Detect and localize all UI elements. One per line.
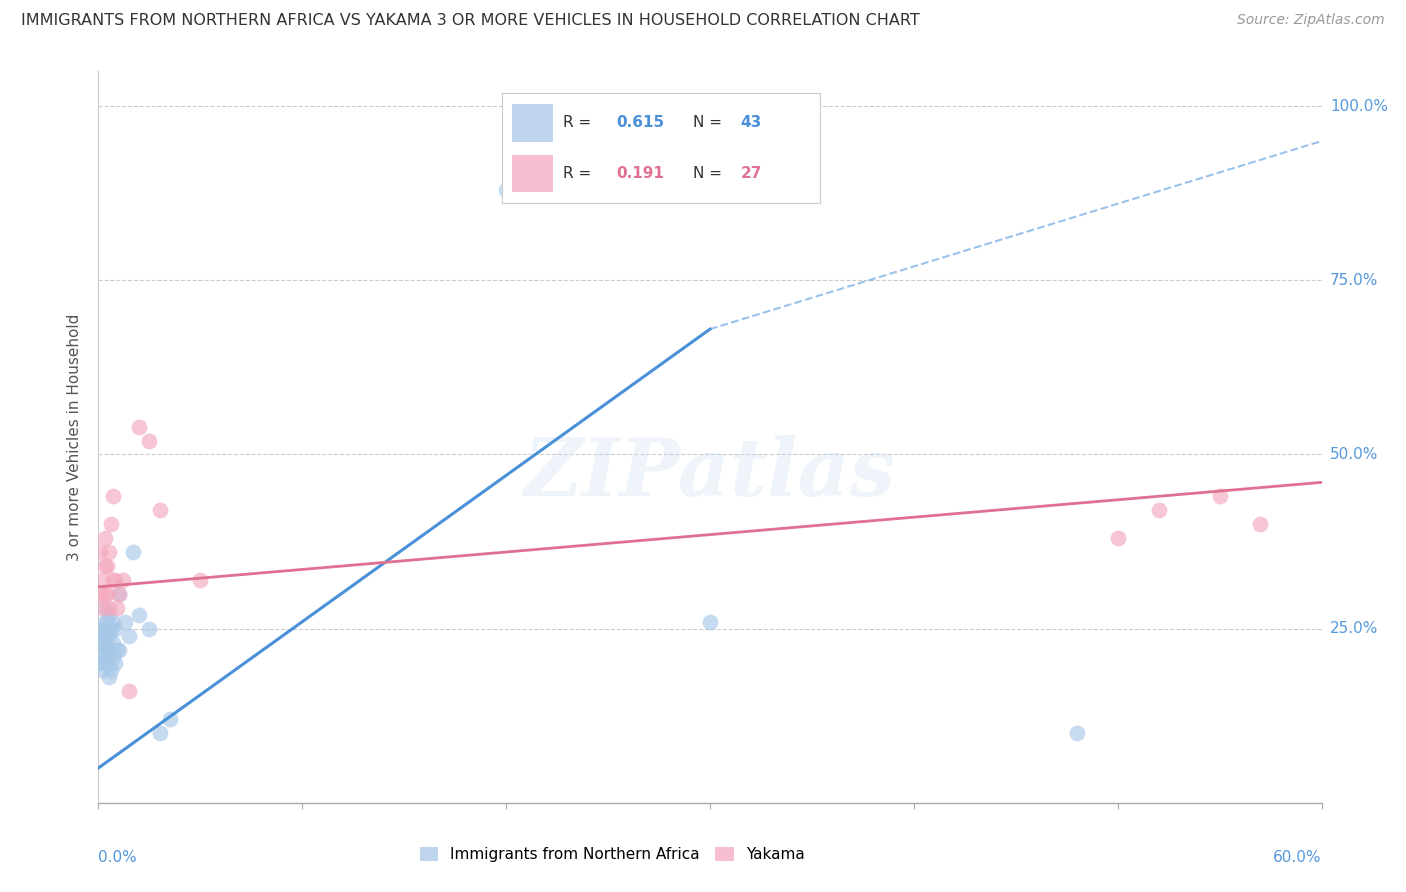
Point: [91, 622, 114, 636]
Point: [91, 573, 114, 587]
Text: 50.0%: 50.0%: [1330, 447, 1378, 462]
Point: [96, 629, 118, 643]
Text: 25.0%: 25.0%: [1330, 621, 1378, 636]
Point: [100, 664, 122, 678]
Text: 60.0%: 60.0%: [1274, 850, 1322, 865]
Text: Source: ZipAtlas.com: Source: ZipAtlas.com: [1237, 13, 1385, 28]
Point: [93, 615, 115, 629]
Point: [97, 600, 120, 615]
Text: 100.0%: 100.0%: [1330, 99, 1388, 113]
Point: [93, 587, 115, 601]
Point: [91, 649, 114, 664]
Point: [105, 642, 128, 657]
Point: [101, 649, 124, 664]
Point: [96, 615, 118, 629]
Point: [96, 642, 118, 657]
Text: 75.0%: 75.0%: [1330, 273, 1378, 288]
Point: [1209, 489, 1232, 503]
Point: [699, 615, 721, 629]
Point: [96, 587, 118, 601]
Point: [97, 670, 120, 684]
Point: [104, 657, 127, 671]
Point: [100, 642, 122, 657]
Text: ZIPatlas: ZIPatlas: [524, 435, 896, 512]
Point: [1066, 726, 1088, 740]
Point: [97, 607, 120, 622]
Point: [100, 517, 122, 532]
Point: [97, 657, 120, 671]
Point: [100, 622, 122, 636]
Point: [101, 635, 124, 649]
Point: [93, 600, 115, 615]
Point: [93, 531, 115, 545]
Point: [97, 622, 120, 636]
Point: [108, 642, 131, 657]
Point: [1147, 503, 1170, 517]
Point: [149, 726, 172, 740]
Point: [91, 664, 114, 678]
Point: [89, 635, 111, 649]
Point: [93, 642, 115, 657]
Point: [159, 712, 181, 726]
Point: [108, 587, 131, 601]
Point: [96, 657, 118, 671]
Point: [122, 545, 145, 559]
Point: [96, 558, 118, 573]
Point: [89, 587, 111, 601]
Point: [93, 558, 115, 573]
Point: [1249, 517, 1271, 532]
Point: [104, 573, 127, 587]
Point: [495, 183, 517, 197]
Point: [138, 434, 160, 448]
Point: [91, 635, 114, 649]
Point: [91, 600, 114, 615]
Point: [128, 607, 150, 622]
Point: [101, 615, 124, 629]
Point: [118, 629, 141, 643]
Point: [89, 545, 111, 559]
Point: [188, 573, 212, 587]
Point: [104, 622, 127, 636]
Point: [101, 489, 124, 503]
Point: [114, 615, 136, 629]
Point: [118, 684, 141, 698]
Point: [101, 573, 124, 587]
Point: [89, 657, 111, 671]
Point: [138, 622, 160, 636]
Point: [93, 657, 115, 671]
Y-axis label: 3 or more Vehicles in Household: 3 or more Vehicles in Household: [67, 313, 83, 561]
Text: 0.0%: 0.0%: [98, 850, 138, 865]
Point: [89, 622, 111, 636]
Point: [111, 573, 134, 587]
Point: [93, 629, 115, 643]
Point: [97, 545, 120, 559]
Point: [128, 419, 150, 434]
Legend: Immigrants from Northern Africa, Yakama: Immigrants from Northern Africa, Yakama: [413, 841, 811, 868]
Point: [97, 629, 120, 643]
Point: [149, 503, 172, 517]
Point: [108, 587, 131, 601]
Point: [97, 642, 120, 657]
Text: IMMIGRANTS FROM NORTHERN AFRICA VS YAKAMA 3 OR MORE VEHICLES IN HOUSEHOLD CORREL: IMMIGRANTS FROM NORTHERN AFRICA VS YAKAM…: [21, 13, 920, 29]
Point: [1107, 531, 1129, 545]
Point: [105, 600, 128, 615]
